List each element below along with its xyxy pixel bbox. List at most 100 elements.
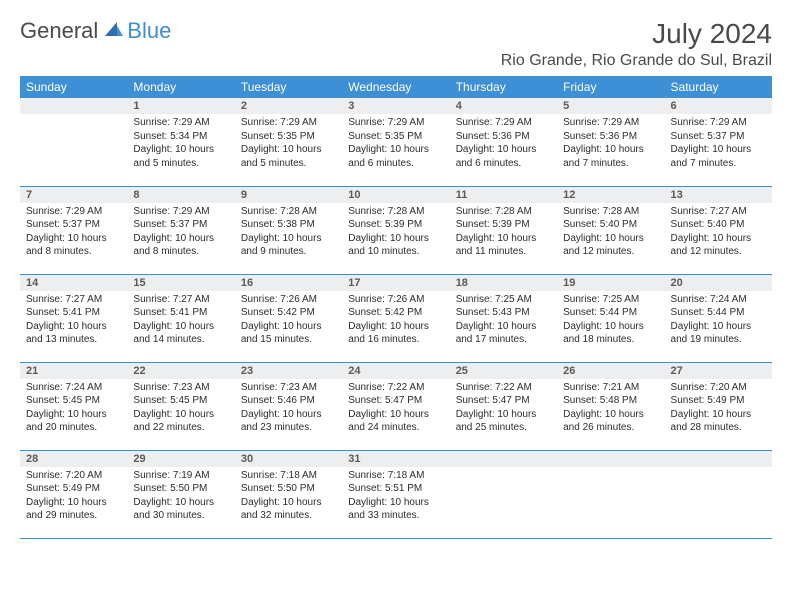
daylight-text-1: Daylight: 10 hours — [563, 232, 658, 246]
calendar-cell: 29Sunrise: 7:19 AMSunset: 5:50 PMDayligh… — [127, 450, 234, 538]
sunset-text: Sunset: 5:49 PM — [26, 482, 121, 496]
logo: General Blue — [20, 18, 171, 44]
calendar-cell: 23Sunrise: 7:23 AMSunset: 5:46 PMDayligh… — [235, 362, 342, 450]
sunrise-text: Sunrise: 7:27 AM — [671, 205, 766, 219]
sunrise-text: Sunrise: 7:29 AM — [456, 116, 551, 130]
sunset-text: Sunset: 5:36 PM — [456, 130, 551, 144]
sunset-text: Sunset: 5:36 PM — [563, 130, 658, 144]
sunset-text: Sunset: 5:50 PM — [133, 482, 228, 496]
daylight-text-2: and 20 minutes. — [26, 421, 121, 435]
calendar-cell: 6Sunrise: 7:29 AMSunset: 5:37 PMDaylight… — [665, 98, 772, 186]
calendar-cell: 17Sunrise: 7:26 AMSunset: 5:42 PMDayligh… — [342, 274, 449, 362]
calendar-cell: 7Sunrise: 7:29 AMSunset: 5:37 PMDaylight… — [20, 186, 127, 274]
calendar-cell: 1Sunrise: 7:29 AMSunset: 5:34 PMDaylight… — [127, 98, 234, 186]
calendar-cell: 28Sunrise: 7:20 AMSunset: 5:49 PMDayligh… — [20, 450, 127, 538]
sunset-text: Sunset: 5:34 PM — [133, 130, 228, 144]
calendar-cell: 2Sunrise: 7:29 AMSunset: 5:35 PMDaylight… — [235, 98, 342, 186]
sunrise-text: Sunrise: 7:29 AM — [133, 205, 228, 219]
daylight-text-2: and 26 minutes. — [563, 421, 658, 435]
day-details: Sunrise: 7:27 AMSunset: 5:41 PMDaylight:… — [127, 291, 234, 351]
day-details: Sunrise: 7:25 AMSunset: 5:44 PMDaylight:… — [557, 291, 664, 351]
daylight-text-2: and 15 minutes. — [241, 333, 336, 347]
day-details: Sunrise: 7:20 AMSunset: 5:49 PMDaylight:… — [665, 379, 772, 439]
sunrise-text: Sunrise: 7:27 AM — [133, 293, 228, 307]
sunset-text: Sunset: 5:37 PM — [671, 130, 766, 144]
day-details: Sunrise: 7:24 AMSunset: 5:45 PMDaylight:… — [20, 379, 127, 439]
sunrise-text: Sunrise: 7:28 AM — [348, 205, 443, 219]
calendar-cell: 27Sunrise: 7:20 AMSunset: 5:49 PMDayligh… — [665, 362, 772, 450]
daylight-text-2: and 19 minutes. — [671, 333, 766, 347]
daylight-text-1: Daylight: 10 hours — [241, 408, 336, 422]
day-number: 29 — [127, 451, 234, 467]
weekday-header: Monday — [127, 76, 234, 98]
sunset-text: Sunset: 5:44 PM — [563, 306, 658, 320]
day-number: 18 — [450, 275, 557, 291]
sunset-text: Sunset: 5:39 PM — [348, 218, 443, 232]
sunset-text: Sunset: 5:44 PM — [671, 306, 766, 320]
weekday-header: Thursday — [450, 76, 557, 98]
day-number: 8 — [127, 187, 234, 203]
calendar-cell: 18Sunrise: 7:25 AMSunset: 5:43 PMDayligh… — [450, 274, 557, 362]
weekday-header: Friday — [557, 76, 664, 98]
sunrise-text: Sunrise: 7:29 AM — [133, 116, 228, 130]
day-details: Sunrise: 7:27 AMSunset: 5:40 PMDaylight:… — [665, 203, 772, 263]
sunset-text: Sunset: 5:40 PM — [671, 218, 766, 232]
sunset-text: Sunset: 5:38 PM — [241, 218, 336, 232]
daylight-text-1: Daylight: 10 hours — [671, 143, 766, 157]
day-number: 14 — [20, 275, 127, 291]
day-number: 31 — [342, 451, 449, 467]
location-text: Rio Grande, Rio Grande do Sul, Brazil — [20, 52, 772, 70]
daylight-text-2: and 6 minutes. — [348, 157, 443, 171]
daylight-text-2: and 30 minutes. — [133, 509, 228, 523]
daylight-text-2: and 14 minutes. — [133, 333, 228, 347]
sunrise-text: Sunrise: 7:23 AM — [133, 381, 228, 395]
sunrise-text: Sunrise: 7:28 AM — [241, 205, 336, 219]
sunrise-text: Sunrise: 7:25 AM — [563, 293, 658, 307]
day-details: Sunrise: 7:21 AMSunset: 5:48 PMDaylight:… — [557, 379, 664, 439]
daylight-text-1: Daylight: 10 hours — [133, 408, 228, 422]
day-number: 25 — [450, 363, 557, 379]
sunset-text: Sunset: 5:48 PM — [563, 394, 658, 408]
logo-word1: General — [20, 18, 98, 44]
daylight-text-1: Daylight: 10 hours — [671, 408, 766, 422]
day-details: Sunrise: 7:27 AMSunset: 5:41 PMDaylight:… — [20, 291, 127, 351]
calendar-cell: 26Sunrise: 7:21 AMSunset: 5:48 PMDayligh… — [557, 362, 664, 450]
day-number: 21 — [20, 363, 127, 379]
sunrise-text: Sunrise: 7:26 AM — [241, 293, 336, 307]
daylight-text-2: and 8 minutes. — [133, 245, 228, 259]
sunrise-text: Sunrise: 7:22 AM — [456, 381, 551, 395]
day-details: Sunrise: 7:29 AMSunset: 5:37 PMDaylight:… — [20, 203, 127, 263]
daylight-text-1: Daylight: 10 hours — [348, 496, 443, 510]
daylight-text-2: and 29 minutes. — [26, 509, 121, 523]
daylight-text-2: and 28 minutes. — [671, 421, 766, 435]
day-details: Sunrise: 7:26 AMSunset: 5:42 PMDaylight:… — [342, 291, 449, 351]
day-number: 16 — [235, 275, 342, 291]
daylight-text-2: and 25 minutes. — [456, 421, 551, 435]
daylight-text-2: and 7 minutes. — [671, 157, 766, 171]
day-details: Sunrise: 7:28 AMSunset: 5:39 PMDaylight:… — [450, 203, 557, 263]
calendar-cell — [20, 98, 127, 186]
calendar-cell: 12Sunrise: 7:28 AMSunset: 5:40 PMDayligh… — [557, 186, 664, 274]
day-details: Sunrise: 7:29 AMSunset: 5:37 PMDaylight:… — [127, 203, 234, 263]
day-number: 11 — [450, 187, 557, 203]
daylight-text-2: and 17 minutes. — [456, 333, 551, 347]
daylight-text-2: and 23 minutes. — [241, 421, 336, 435]
day-details: Sunrise: 7:26 AMSunset: 5:42 PMDaylight:… — [235, 291, 342, 351]
daylight-text-2: and 11 minutes. — [456, 245, 551, 259]
calendar-cell: 3Sunrise: 7:29 AMSunset: 5:35 PMDaylight… — [342, 98, 449, 186]
day-details: Sunrise: 7:28 AMSunset: 5:39 PMDaylight:… — [342, 203, 449, 263]
weekday-header: Sunday — [20, 76, 127, 98]
sunrise-text: Sunrise: 7:21 AM — [563, 381, 658, 395]
calendar-cell: 15Sunrise: 7:27 AMSunset: 5:41 PMDayligh… — [127, 274, 234, 362]
sunrise-text: Sunrise: 7:18 AM — [348, 469, 443, 483]
page-title: July 2024 — [652, 18, 772, 50]
day-details: Sunrise: 7:29 AMSunset: 5:36 PMDaylight:… — [557, 114, 664, 174]
sunset-text: Sunset: 5:42 PM — [241, 306, 336, 320]
calendar-cell: 11Sunrise: 7:28 AMSunset: 5:39 PMDayligh… — [450, 186, 557, 274]
daylight-text-2: and 10 minutes. — [348, 245, 443, 259]
sunrise-text: Sunrise: 7:24 AM — [26, 381, 121, 395]
daylight-text-2: and 9 minutes. — [241, 245, 336, 259]
calendar-cell — [665, 450, 772, 538]
sunset-text: Sunset: 5:41 PM — [26, 306, 121, 320]
calendar-cell: 13Sunrise: 7:27 AMSunset: 5:40 PMDayligh… — [665, 186, 772, 274]
